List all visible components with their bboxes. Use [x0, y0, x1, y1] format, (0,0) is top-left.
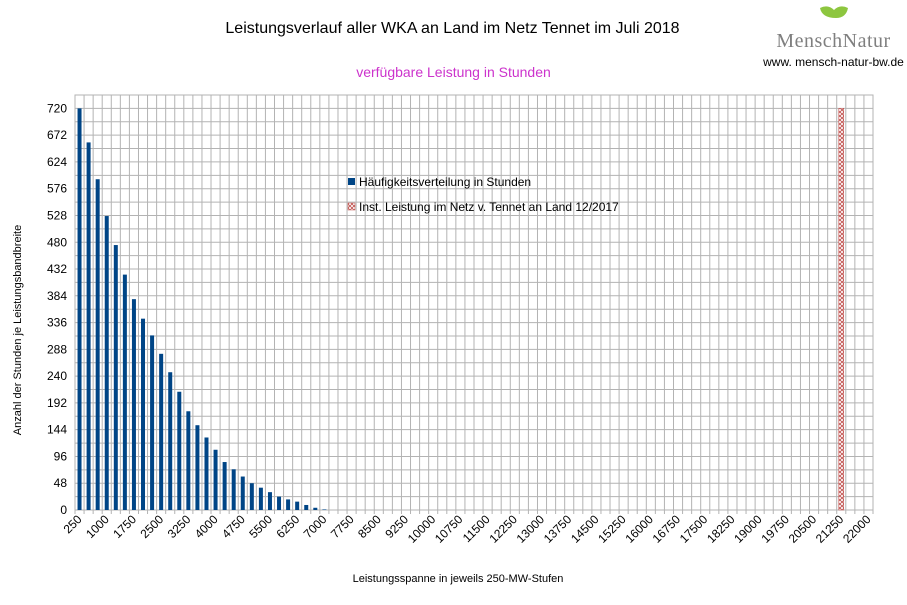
bar [204, 437, 209, 510]
y-tick-label: 336 [47, 316, 67, 330]
bar [168, 372, 173, 510]
y-tick-label: 720 [47, 101, 67, 115]
x-axis-label: Leistungsspanne in jeweils 250-MW-Stufen [353, 573, 564, 585]
x-tick-label: 18250 [704, 512, 738, 546]
bar [186, 411, 191, 510]
bar [113, 245, 118, 510]
bar [240, 476, 245, 510]
y-tick-label: 624 [47, 155, 67, 169]
y-axis-label: Anzahl der Stunden je Leistungsbandbreit… [12, 225, 24, 435]
bar [213, 449, 218, 510]
x-tick-label: 14500 [568, 512, 602, 546]
bar [131, 299, 136, 510]
logo: MenschNatur www. mensch-natur-bw.de [760, 4, 907, 69]
x-tick-label: 4000 [192, 512, 221, 541]
x-tick-label: 20500 [786, 512, 820, 546]
x-tick-label: 17500 [677, 512, 711, 546]
bar [150, 335, 155, 510]
bar [95, 179, 100, 510]
x-tick-label: 22000 [840, 512, 874, 546]
x-tick-label: 16000 [622, 512, 656, 546]
bar [159, 353, 164, 510]
legend-swatch-frequency [348, 178, 355, 185]
bar [313, 507, 318, 510]
x-tick-label: 7000 [301, 512, 330, 541]
bar [286, 499, 291, 510]
chart-title: Leistungsverlauf aller WKA an Land im Ne… [225, 20, 680, 37]
x-tick-label: 10750 [432, 512, 466, 546]
x-tick-label: 1000 [83, 512, 112, 541]
x-tick-label: 4750 [219, 512, 248, 541]
bar [104, 216, 109, 510]
bar [195, 425, 200, 510]
x-tick-label: 7750 [328, 512, 357, 541]
x-tick-label: 13750 [541, 512, 575, 546]
y-tick-label: 528 [47, 208, 67, 222]
y-tick-label: 144 [47, 423, 67, 437]
x-tick-label: 8500 [355, 512, 384, 541]
x-tick-label: 16750 [650, 512, 684, 546]
bar [322, 509, 327, 510]
bar-installed-capacity [838, 108, 845, 511]
y-tick-label: 576 [47, 182, 67, 196]
y-tick-label: 48 [54, 476, 68, 490]
x-tick-label: 15250 [595, 512, 629, 546]
bar [249, 483, 254, 510]
bar [267, 492, 272, 510]
y-tick-label: 0 [60, 503, 67, 517]
bar [122, 274, 127, 510]
legend-swatch-installed [347, 202, 356, 211]
x-tick-label: 10000 [405, 512, 439, 546]
x-tick-label: 6250 [274, 512, 303, 541]
bar [304, 504, 309, 510]
y-tick-label: 384 [47, 289, 67, 303]
bar [77, 108, 82, 511]
bar [277, 496, 282, 510]
x-tick-label: 5500 [246, 512, 275, 541]
legend-label-frequency: Häufigkeitsverteilung in Stunden [359, 175, 531, 189]
chart-subtitle: verfügbare Leistung in Stunden [356, 64, 551, 80]
logo-brand: MenschNatur [776, 30, 891, 52]
y-tick-label: 192 [47, 396, 67, 410]
bar [258, 487, 263, 510]
ginkgo-leaf-icon [819, 6, 848, 32]
x-tick-label: 19000 [731, 512, 765, 546]
y-tick-label: 432 [47, 262, 67, 276]
bar [86, 142, 91, 510]
bar [222, 462, 227, 510]
y-tick-label: 480 [47, 235, 67, 249]
x-tick-label: 21250 [813, 512, 847, 546]
x-tick-label: 3250 [165, 512, 194, 541]
x-tick-label: 2500 [137, 512, 166, 541]
x-tick-label: 11500 [460, 512, 493, 545]
y-tick-label: 288 [47, 342, 67, 356]
legend-label-installed: Inst. Leistung im Netz v. Tennet an Land… [359, 200, 619, 214]
x-tick-label: 12250 [486, 512, 520, 546]
bar [141, 318, 146, 510]
bar [177, 391, 182, 510]
y-tick-label: 672 [47, 128, 67, 142]
bar [231, 469, 236, 510]
x-tick-label: 1750 [110, 512, 139, 541]
bar [295, 501, 300, 510]
y-tick-label: 240 [47, 369, 67, 383]
y-tick-label: 96 [54, 449, 68, 463]
logo-url: www. mensch-natur-bw.de [763, 55, 904, 69]
x-tick-label: 13000 [514, 512, 548, 546]
x-tick-label: 19750 [758, 512, 792, 546]
legend: Häufigkeitsverteilung in Stunden Inst. L… [347, 175, 619, 214]
